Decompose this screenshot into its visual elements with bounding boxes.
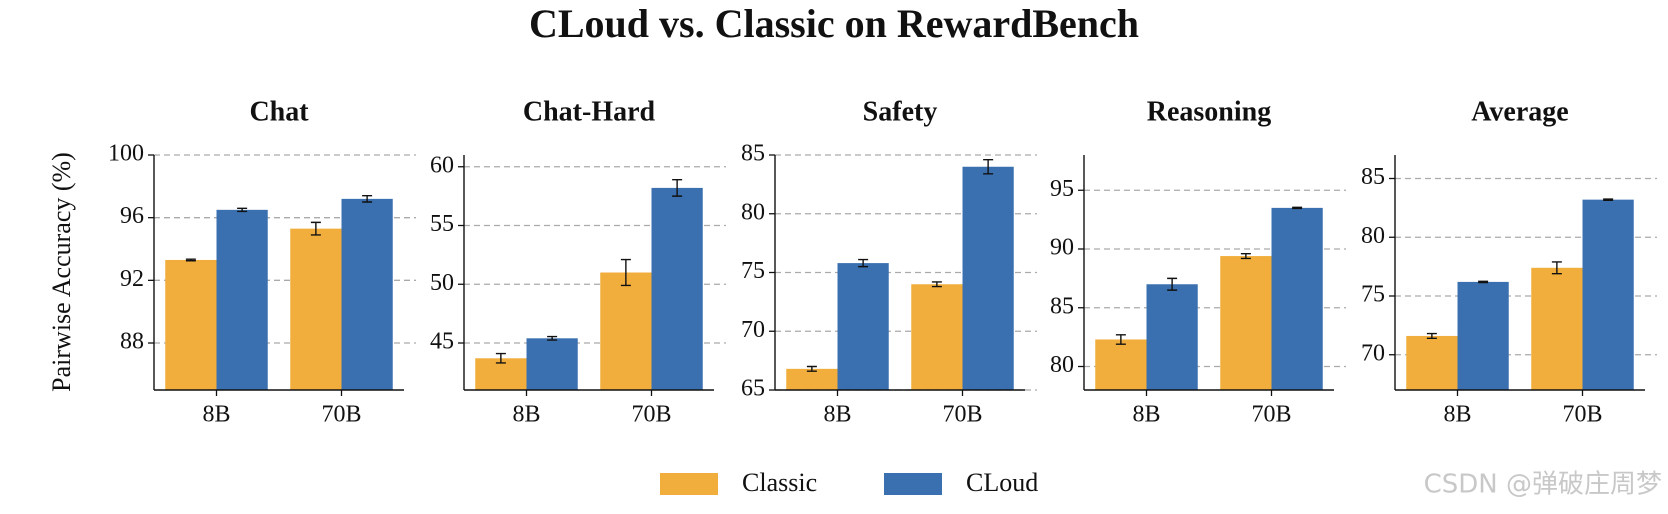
bar: [1531, 267, 1583, 390]
x-tick-label: 8B: [1132, 402, 1160, 428]
y-tick-label: 50: [430, 270, 454, 296]
y-tick-label: 95: [1050, 176, 1074, 202]
bar: [911, 284, 963, 390]
y-tick-label: 92: [120, 266, 144, 292]
error-bar: [620, 258, 631, 287]
error-bar: [806, 365, 817, 372]
y-tick-label: 100: [108, 141, 144, 167]
bar: [962, 166, 1014, 390]
bar: [165, 259, 217, 390]
legend-label: Classic: [742, 468, 817, 497]
x-tick-label: 70B: [321, 402, 361, 428]
y-tick-label: 88: [120, 329, 144, 355]
watermark: CSDN @弹破庄周梦: [1424, 470, 1662, 500]
x-tick-label: 70B: [631, 402, 671, 428]
y-tick-label: 60: [430, 152, 454, 178]
legend-swatch: [884, 473, 942, 495]
y-tick-label: 45: [430, 329, 454, 355]
error-bar: [1292, 206, 1303, 210]
error-bar: [495, 352, 506, 364]
x-tick-label: 70B: [1251, 402, 1291, 428]
y-tick-label: 85: [1050, 293, 1074, 319]
panel-title: Average: [1471, 96, 1568, 127]
bar: [1271, 207, 1323, 390]
figure-title: CLoud vs. Classic on RewardBench: [529, 1, 1139, 46]
error-bar: [547, 335, 558, 341]
x-tick-label: 8B: [823, 402, 851, 428]
y-tick-label: 85: [741, 141, 765, 167]
error-bar: [310, 221, 321, 236]
error-bar: [1115, 334, 1126, 345]
y-tick-label: 90: [1050, 235, 1074, 261]
bar: [1220, 256, 1272, 390]
error-bar: [1478, 280, 1489, 284]
legend-label: CLoud: [966, 468, 1038, 497]
bar: [216, 209, 268, 390]
bar: [651, 187, 703, 390]
bar: [837, 263, 889, 390]
error-bar: [237, 207, 248, 213]
y-tick-label: 75: [1361, 282, 1385, 308]
y-tick-label: 70: [741, 317, 765, 343]
error-bar: [1426, 332, 1437, 339]
x-tick-label: 8B: [202, 402, 230, 428]
error-bar: [983, 159, 994, 175]
legend-swatch: [660, 473, 718, 495]
error-bar: [672, 178, 683, 197]
x-tick-label: 8B: [512, 402, 540, 428]
y-axis-label: Pairwise Accuracy (%): [47, 152, 76, 392]
panel-title: Chat: [249, 96, 309, 127]
y-tick-label: 80: [1050, 352, 1074, 378]
bar: [1406, 335, 1458, 390]
error-bar: [1603, 198, 1614, 201]
bar: [1095, 339, 1147, 390]
y-tick-label: 85: [1361, 164, 1385, 190]
error-bar: [1167, 277, 1178, 291]
y-tick-label: 65: [741, 376, 765, 402]
bar: [1146, 284, 1198, 390]
error-bar: [1551, 261, 1562, 275]
x-tick-label: 70B: [1562, 402, 1602, 428]
bar: [290, 228, 342, 390]
panel-title: Reasoning: [1147, 96, 1271, 127]
error-bar: [185, 258, 196, 262]
y-tick-label: 80: [741, 199, 765, 225]
bar: [1457, 281, 1509, 390]
bar: [600, 272, 652, 390]
y-tick-label: 55: [430, 211, 454, 237]
y-tick-label: 75: [741, 258, 765, 284]
y-tick-label: 70: [1361, 340, 1385, 366]
bar: [341, 198, 393, 390]
bar: [1582, 199, 1634, 390]
panel-title: Chat-Hard: [523, 96, 656, 127]
y-tick-label: 80: [1361, 223, 1385, 249]
bar: [526, 338, 578, 390]
error-bar: [362, 195, 373, 203]
error-bar: [931, 281, 942, 288]
x-tick-label: 70B: [942, 402, 982, 428]
y-tick-label: 96: [120, 203, 144, 229]
x-tick-label: 8B: [1443, 402, 1471, 428]
error-bar: [858, 258, 869, 268]
panel-title: Safety: [863, 96, 938, 127]
error-bar: [1240, 253, 1251, 260]
bar: [786, 368, 838, 390]
